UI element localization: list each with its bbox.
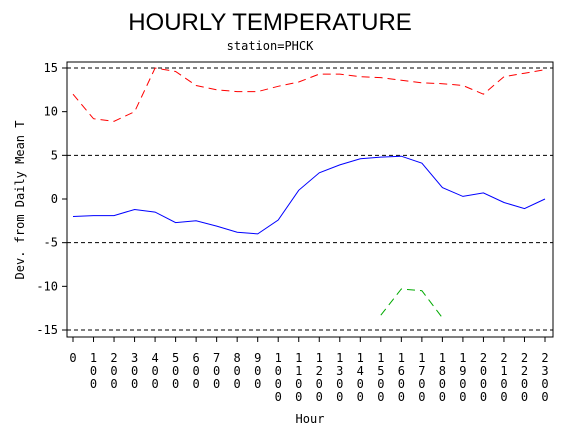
- y-tick-label: -15: [36, 323, 58, 337]
- y-axis-label: Dev. from Daily Mean T: [13, 121, 27, 280]
- series-line-0: [72, 67, 546, 122]
- y-tick-label: -10: [36, 279, 58, 293]
- y-tick-label: 5: [51, 148, 58, 162]
- x-tick-label: 0: [69, 351, 76, 365]
- x-axis: 0 1 0 0 2 0 0 3 0 0 4 0 0 5 0 0 6 0 0 7 0 0 8 0 0 9 0 0 1 0 0 0 1 1 0 0 1 2 0 0…: [69, 337, 549, 404]
- y-tick-label: 0: [51, 192, 58, 206]
- plot-frame: [66, 61, 554, 338]
- x-axis-label: Hour: [296, 412, 325, 426]
- y-tick-label: -5: [44, 236, 58, 250]
- y-tick-label: 15: [44, 61, 58, 75]
- chart-subtitle: station=PHCK: [227, 39, 314, 53]
- series-layer: [72, 67, 546, 319]
- series-line-1: [72, 155, 546, 235]
- y-axis: 15 10 5 0 -5 -10 -15: [36, 61, 67, 337]
- reference-lines: [67, 67, 553, 331]
- y-tick-label: 10: [44, 105, 58, 119]
- chart-title: HOURLY TEMPERATURE: [128, 9, 412, 36]
- series-line-2: [380, 288, 443, 319]
